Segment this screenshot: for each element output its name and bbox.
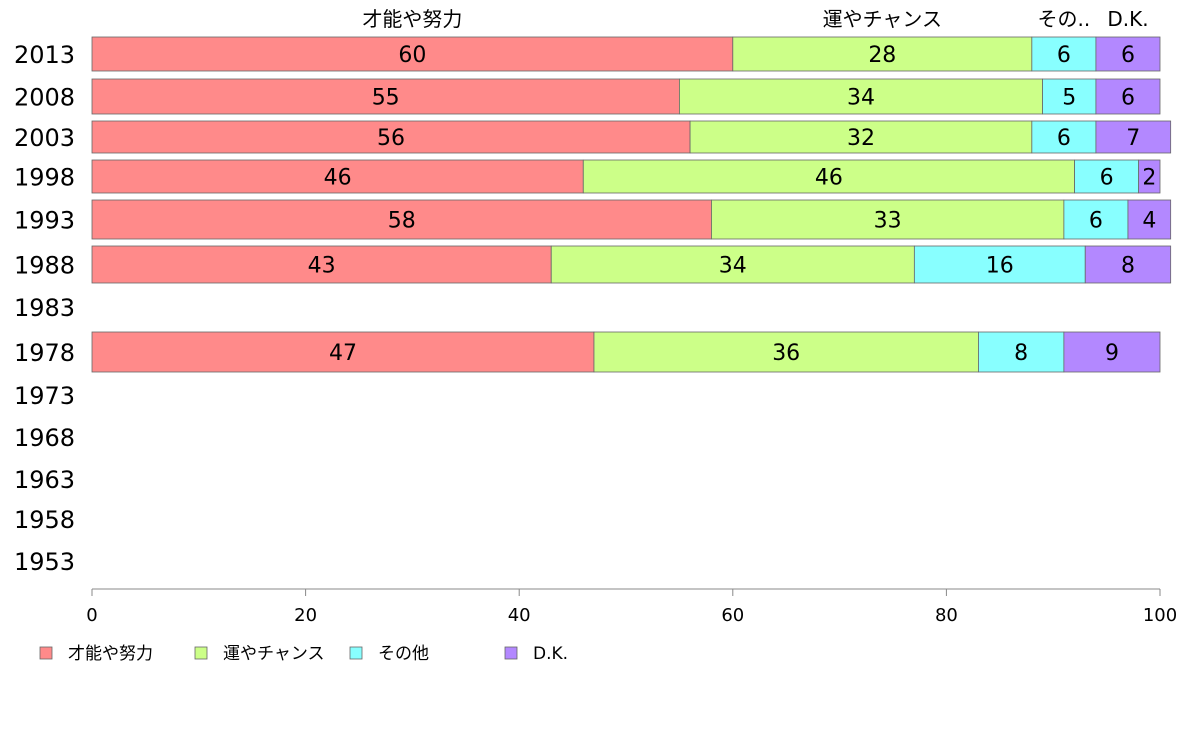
- bar-2003-series-1: [689, 120, 1033, 154]
- bar-2013-series-1: [732, 36, 1033, 72]
- bar-1978-series-2: [978, 331, 1065, 373]
- y-axis-labels: 2013 2008 2003 1998 1993 1988 1983 1978 1973 1968…: [14, 41, 75, 576]
- bar-2003-series-3: [1095, 120, 1172, 154]
- y-label-2003: 2003: [14, 124, 75, 152]
- bar-2008-series-1: [679, 78, 1043, 115]
- legend-label-1: 運やチャンス: [223, 644, 325, 664]
- bar-label-2008-series-3: 6: [1121, 86, 1135, 111]
- bar-label-1993-series-0: 58: [388, 209, 416, 234]
- bar-label-1998-series-3: 2: [1142, 166, 1156, 191]
- x-axis: 0 20 40 60 80 100: [86, 588, 1177, 626]
- bar-label-1993-series-2: 6: [1089, 209, 1103, 234]
- y-label-1968: 1968: [14, 424, 75, 452]
- y-label-1983: 1983: [14, 294, 75, 322]
- bar-2008-series-3: [1095, 78, 1161, 115]
- bar-label-2013-series-1: 28: [868, 43, 896, 68]
- bar-1988-series-2: [913, 245, 1086, 284]
- bar-1988-series-1: [550, 245, 915, 284]
- bar-1998-series-3: [1138, 159, 1161, 194]
- bar-label-1988-series-0: 43: [308, 254, 336, 279]
- bar-2013-series-3: [1095, 36, 1161, 72]
- bar-label-1978-series-2: 8: [1014, 341, 1028, 366]
- bar-label-1993-series-1: 33: [874, 209, 902, 234]
- y-label-1953: 1953: [14, 548, 75, 576]
- legend-swatch-1: [194, 646, 208, 660]
- bar-label-1978-series-1: 36: [772, 341, 800, 366]
- bar-1998-series-1: [582, 159, 1075, 194]
- bars: 60 28 6 655 34 5 656 32 6 746 46 6 258 33 6 443 34 16 847 3…: [91, 36, 1172, 373]
- bar-label-2013-series-2: 6: [1057, 43, 1071, 68]
- y-label-1973: 1973: [14, 382, 75, 410]
- bar-label-1988-series-3: 8: [1121, 254, 1135, 279]
- bar-2013-series-0: [91, 36, 734, 72]
- bar-2008-series-2: [1042, 78, 1097, 115]
- x-tick-label-40: 40: [508, 605, 531, 626]
- top-label-series-3: D.K.: [1107, 7, 1148, 31]
- bar-label-2013-series-3: 6: [1121, 43, 1135, 68]
- bar-1978-series-3: [1063, 331, 1161, 373]
- bar-label-1978-series-3: 9: [1105, 341, 1119, 366]
- bar-1978-series-0: [91, 331, 595, 373]
- bar-1993-series-3: [1127, 199, 1172, 240]
- x-tick-label-100: 100: [1143, 605, 1177, 626]
- bar-2013-series-2: [1031, 36, 1097, 72]
- bar-2003-series-0: [91, 120, 691, 154]
- legend-swatch-2: [349, 646, 363, 660]
- y-label-1988: 1988: [14, 252, 75, 280]
- bar-1988-series-3: [1084, 245, 1172, 284]
- bar-1998-series-0: [91, 159, 584, 194]
- bar-label-1988-series-1: 34: [719, 254, 747, 279]
- legend-swatch-0: [39, 646, 53, 660]
- bar-1993-series-0: [91, 199, 712, 240]
- y-label-1958: 1958: [14, 506, 75, 534]
- x-tick-label-20: 20: [294, 605, 317, 626]
- bar-label-2003-series-1: 32: [847, 126, 875, 151]
- top-label-series-2: その..: [1038, 7, 1091, 31]
- bar-label-1988-series-2: 16: [986, 254, 1014, 279]
- bar-label-1993-series-3: 4: [1142, 209, 1156, 234]
- top-label-series-1: 運やチャンス: [823, 7, 942, 31]
- bar-label-2003-series-0: 56: [377, 126, 405, 151]
- bar-2008-series-0: [91, 78, 680, 115]
- bar-1993-series-2: [1063, 199, 1129, 240]
- x-tick-label-0: 0: [86, 605, 97, 626]
- bar-label-1998-series-1: 46: [815, 166, 843, 191]
- bar-label-1998-series-2: 6: [1100, 166, 1114, 191]
- bar-label-2013-series-0: 60: [398, 43, 426, 68]
- bar-label-1978-series-0: 47: [329, 341, 357, 366]
- bar-label-2003-series-2: 6: [1057, 126, 1071, 151]
- top-label-series-0: 才能や努力: [362, 7, 462, 31]
- y-label-2013: 2013: [14, 41, 75, 69]
- bar-label-2008-series-2: 5: [1062, 86, 1076, 111]
- top-series-labels: 才能や努力 運やチャンス その.. D.K.: [362, 7, 1148, 31]
- y-label-2008: 2008: [14, 84, 75, 112]
- x-tick-label-80: 80: [935, 605, 958, 626]
- legend: 才能や努力 運やチャンス その他 D.K.: [39, 644, 568, 664]
- bar-1978-series-1: [593, 331, 979, 373]
- y-label-1993: 1993: [14, 207, 75, 235]
- bar-label-2003-series-3: 7: [1126, 126, 1140, 151]
- bar-1993-series-1: [711, 199, 1065, 240]
- bar-label-1998-series-0: 46: [324, 166, 352, 191]
- bar-label-2008-series-0: 55: [372, 86, 400, 111]
- legend-label-0: 才能や努力: [68, 644, 153, 664]
- x-tick-label-60: 60: [721, 605, 744, 626]
- legend-label-3: D.K.: [533, 644, 568, 664]
- bar-1988-series-0: [91, 245, 552, 284]
- legend-label-2: その他: [378, 644, 429, 664]
- bar-label-2008-series-1: 34: [847, 86, 875, 111]
- y-label-1978: 1978: [14, 339, 75, 367]
- y-label-1998: 1998: [14, 164, 75, 192]
- legend-swatch-3: [504, 646, 518, 660]
- y-label-1963: 1963: [14, 466, 75, 494]
